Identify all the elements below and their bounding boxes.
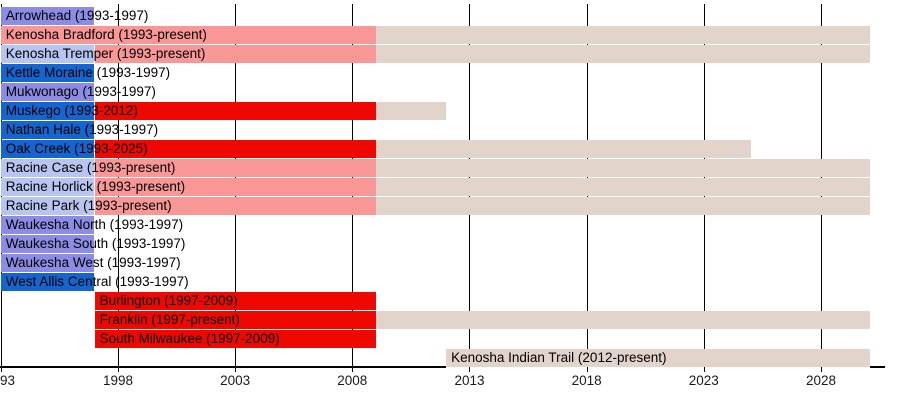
bar-segment-muskego-blue <box>0 102 95 120</box>
bar-segment-oak-creek-blue <box>0 140 95 158</box>
x-tick-label-2018: 2018 <box>571 373 602 388</box>
bar-label-waukesha-west: Waukesha West (1993-1997) <box>5 255 181 270</box>
bar-segment-racine-case-tan <box>375 159 871 177</box>
bar-segment-kenosha-tremper-periwinkle <box>0 45 95 63</box>
bar-segment-racine-case-periwinkle <box>0 159 95 177</box>
bar-segment-racine-park-pink <box>94 197 376 215</box>
bar-label-waukesha-north: Waukesha North (1993-1997) <box>5 217 184 232</box>
bar-label-burlington: Burlington (1997-2009) <box>99 293 238 308</box>
x-tick-label-2003: 2003 <box>220 373 251 388</box>
bar-segment-racine-horlick-periwinkle <box>0 178 95 196</box>
bar-segment-kenosha-bradford-pink <box>0 26 376 44</box>
bar-label-south-milwaukee: South Milwaukee (1997-2009) <box>99 331 280 346</box>
bar-segment-kenosha-bradford-tan <box>375 26 871 44</box>
bar-segment-waukesha-west-purple <box>0 254 95 272</box>
bar-segment-muskego-tan <box>375 102 447 120</box>
bar-segment-waukesha-north-purple <box>0 216 95 234</box>
x-tick-label-2013: 2013 <box>454 373 485 388</box>
bar-label-nathan-hale: Nathan Hale (1993-1997) <box>5 122 159 137</box>
bar-segment-kettle-moraine-blue <box>0 64 95 82</box>
bar-label-kettle-moraine: Kettle Moraine (1993-1997) <box>5 65 171 80</box>
bar-segment-racine-horlick-pink <box>94 178 376 196</box>
bar-segment-muskego-red <box>94 102 376 120</box>
bar-label-mukwonago: Mukwonago (1993-1997) <box>5 84 156 99</box>
x-tick-label-2028: 2028 <box>805 373 837 388</box>
bar-label-racine-case: Racine Case (1993-present) <box>5 160 176 175</box>
bar-segment-franklin-tan <box>375 311 871 329</box>
bar-segment-west-allis-central-blue <box>0 273 95 291</box>
bar-segment-burlington-red <box>94 292 376 310</box>
bar-label-kenosha-indian-trail: Kenosha Indian Trail (2012-present) <box>451 350 667 365</box>
x-axis-line-0 <box>0 366 446 368</box>
x-tick-label-2023: 2023 <box>688 373 719 388</box>
bar-segment-oak-creek-tan <box>375 140 751 158</box>
bar-label-kenosha-bradford: Kenosha Bradford (1993-present) <box>5 27 207 42</box>
x-tick-label-1998: 1998 <box>102 373 134 388</box>
bar-label-kenosha-tremper: Kenosha Tremper (1993-present) <box>5 46 206 61</box>
x-axis-line-1 <box>870 366 885 368</box>
bar-segment-franklin-red <box>94 311 376 329</box>
bar-label-racine-park: Racine Park (1993-present) <box>5 198 172 213</box>
bar-segment-racine-park-tan <box>375 197 871 215</box>
bar-label-racine-horlick: Racine Horlick (1993-present) <box>5 179 186 194</box>
bar-label-arrowhead: Arrowhead (1993-1997) <box>5 8 149 23</box>
bar-segment-waukesha-south-purple <box>0 235 95 253</box>
bar-segment-arrowhead-purple <box>0 7 95 25</box>
bar-segment-kenosha-indian-trail-tan <box>446 349 871 367</box>
bar-label-west-allis-central: West Allis Central (1993-1997) <box>5 274 189 289</box>
bar-segment-racine-park-periwinkle <box>0 197 95 215</box>
x-tick-label-2008: 2008 <box>337 373 368 388</box>
bar-segment-south-milwaukee-red <box>94 330 376 348</box>
bar-label-oak-creek: Oak Creek (1993-2025) <box>5 141 148 156</box>
bar-segment-racine-horlick-tan <box>375 178 871 196</box>
bar-segment-kenosha-tremper-tan <box>375 45 871 63</box>
bar-label-muskego: Muskego (1993-2012) <box>5 103 138 118</box>
bar-label-waukesha-south: Waukesha South (1993-1997) <box>5 236 186 251</box>
x-tick-label-1993: 93 <box>0 373 16 388</box>
bar-segment-nathan-hale-blue <box>0 121 95 139</box>
bar-segment-oak-creek-red <box>94 140 376 158</box>
bar-segment-kenosha-tremper-pink <box>94 45 376 63</box>
bar-label-franklin: Franklin (1997-present) <box>99 312 240 327</box>
bar-segment-racine-case-pink <box>94 159 376 177</box>
bar-segment-mukwonago-purple <box>0 83 95 101</box>
